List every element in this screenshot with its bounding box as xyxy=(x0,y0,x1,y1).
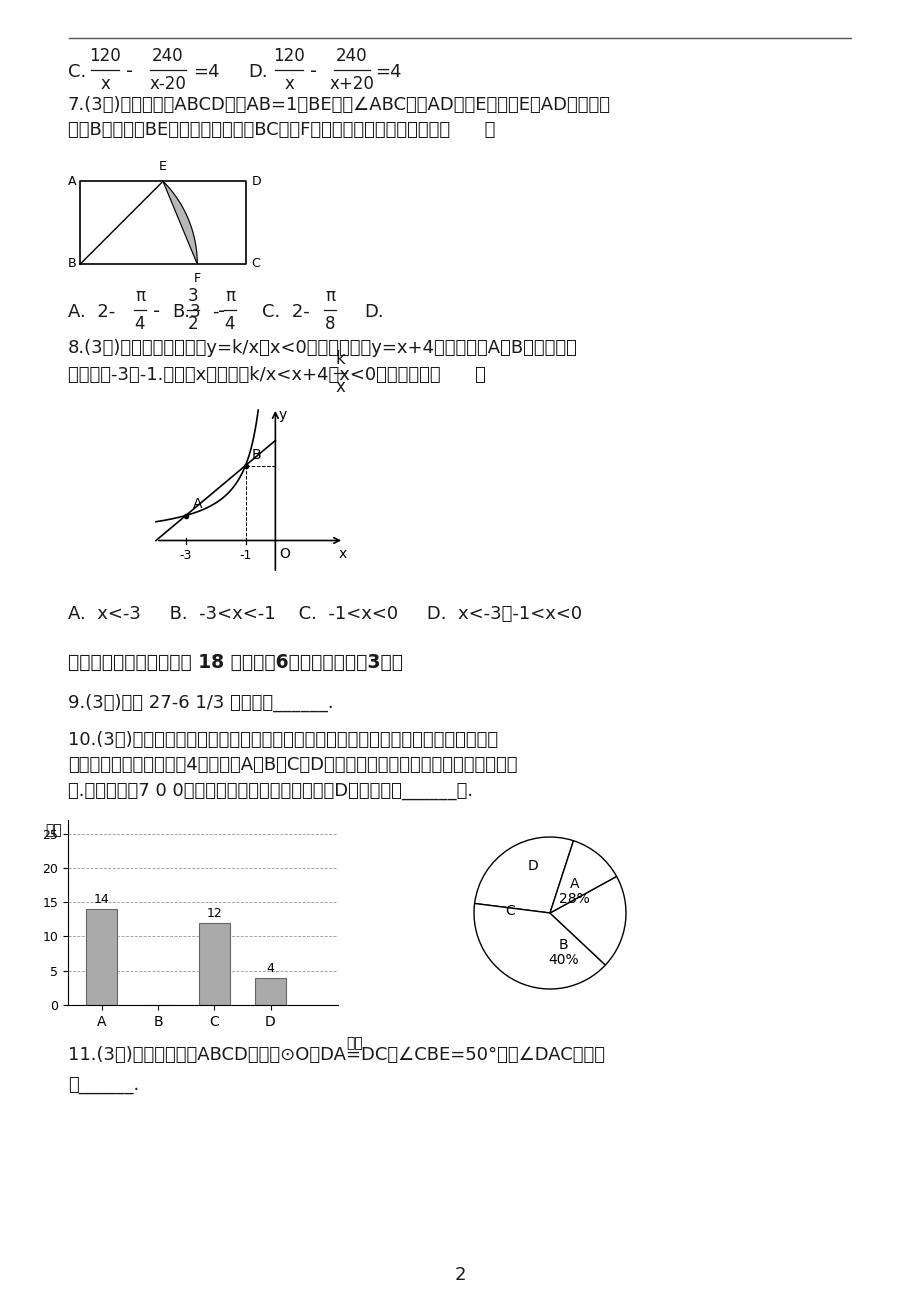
Text: 7.(3分)如图，矩形ABCD的边AB=1，BE平分∠ABC，交AD于点E，若点E是AD的中点，: 7.(3分)如图，矩形ABCD的边AB=1，BE平分∠ABC，交AD于点E，若点… xyxy=(68,96,610,115)
Text: 9.(3分)计算 27-6 1/3 的结果是______.: 9.(3分)计算 27-6 1/3 的结果是______. xyxy=(68,694,334,712)
Text: 240: 240 xyxy=(152,47,184,65)
Text: A: A xyxy=(193,496,202,510)
Bar xyxy=(199,923,230,1005)
Text: D: D xyxy=(251,174,261,187)
Text: O: O xyxy=(278,547,289,561)
Text: 图.该年级共有7 0 0人，估计该年级足球测试成绩为D等的人数为______人.: 图.该年级共有7 0 0人，估计该年级足球测试成绩为D等的人数为______人. xyxy=(68,783,472,799)
Text: -: - xyxy=(211,303,219,322)
Text: C: C xyxy=(251,258,260,271)
Text: A.  x<-3     B.  -3<x<-1    C.  -1<x<0     D.  x<-3或-1<x<0: A. x<-3 B. -3<x<-1 C. -1<x<0 D. x<-3或-1<… xyxy=(68,605,582,622)
Text: x: x xyxy=(338,547,346,561)
Text: F: F xyxy=(193,272,200,285)
Wedge shape xyxy=(550,841,616,913)
Text: -: - xyxy=(310,62,317,82)
Text: 二、填空题：（本题满分 18 分，共有6道小题，每小题3分）: 二、填空题：（本题满分 18 分，共有6道小题，每小题3分） xyxy=(68,652,403,672)
Wedge shape xyxy=(550,876,625,965)
Text: 为______.: 为______. xyxy=(68,1075,139,1094)
Text: 12: 12 xyxy=(206,907,221,921)
Bar xyxy=(86,909,117,1005)
Text: x-20: x-20 xyxy=(150,76,187,92)
Text: 8: 8 xyxy=(324,315,335,333)
Text: 等级: 等级 xyxy=(346,1036,363,1049)
Text: 4: 4 xyxy=(267,962,274,975)
Text: -1: -1 xyxy=(239,549,252,562)
Text: x+20: x+20 xyxy=(329,76,374,92)
Text: y: y xyxy=(278,408,287,422)
Polygon shape xyxy=(163,181,197,264)
Text: 28%: 28% xyxy=(559,892,589,906)
Text: π: π xyxy=(135,286,145,305)
Text: D.: D. xyxy=(248,62,267,81)
Text: x: x xyxy=(284,76,293,92)
Wedge shape xyxy=(473,904,605,990)
Text: π: π xyxy=(224,286,235,305)
Text: 10.(3分)某校为了解本校九年级学生足球训练情况，随机抗查该年级若干名学生进行测: 10.(3分)某校为了解本校九年级学生足球训练情况，随机抗查该年级若干名学生进行… xyxy=(68,730,497,749)
Text: 人数: 人数 xyxy=(46,824,62,837)
Text: B: B xyxy=(558,937,568,952)
Text: k: k xyxy=(335,350,345,368)
Text: 120: 120 xyxy=(273,47,304,65)
Text: 14: 14 xyxy=(94,893,109,906)
Text: 4: 4 xyxy=(224,315,235,333)
Text: C.  2-: C. 2- xyxy=(262,303,310,322)
Text: x: x xyxy=(335,378,345,396)
Text: 标分别为-3，-1.则关于x的不等式k/x<x+4（x<0）的解集为（      ）: 标分别为-3，-1.则关于x的不等式k/x<x+4（x<0）的解集为（ ） xyxy=(68,366,485,384)
Text: 8.(3分)如图，反比例函数y=k/x（x<0）与一次函数y=x+4的图象交于A、B两点的横坐: 8.(3分)如图，反比例函数y=k/x（x<0）与一次函数y=x+4的图象交于A… xyxy=(68,339,577,357)
Text: 3: 3 xyxy=(190,303,200,322)
Text: 11.(3分)如图，四边形ABCD内接于⊙O，DA=DC，∠CBE=50°，则∠DAC的大小: 11.(3分)如图，四边形ABCD内接于⊙O，DA=DC，∠CBE=50°，则∠… xyxy=(68,1046,605,1064)
Text: -: - xyxy=(153,302,161,322)
Text: B: B xyxy=(252,448,261,462)
Bar xyxy=(255,978,286,1005)
Text: D.: D. xyxy=(364,303,383,322)
Text: D: D xyxy=(528,859,538,872)
Text: 2: 2 xyxy=(187,315,199,333)
Text: 40%: 40% xyxy=(548,953,578,967)
Text: =4: =4 xyxy=(375,62,401,81)
Text: 120: 120 xyxy=(89,47,120,65)
Text: -: - xyxy=(126,62,133,82)
Text: -3: -3 xyxy=(179,549,192,562)
Text: A: A xyxy=(68,174,76,187)
Text: -: - xyxy=(218,302,225,322)
Text: A.  2-: A. 2- xyxy=(68,303,115,322)
Wedge shape xyxy=(474,837,573,913)
Text: C.: C. xyxy=(68,62,86,81)
Text: A: A xyxy=(569,878,578,891)
Text: B.: B. xyxy=(172,303,190,322)
Text: x: x xyxy=(100,76,109,92)
Text: 2: 2 xyxy=(454,1266,465,1284)
Text: 240: 240 xyxy=(335,47,368,65)
Text: 试，然后把测试结果分为4个等级：A、B、C、D，并将统计结果绘制成两幅不完整的统计: 试，然后把测试结果分为4个等级：A、B、C、D，并将统计结果绘制成两幅不完整的统… xyxy=(68,756,517,773)
Text: 以点B为圆心，BE长为半径画弧，交BC于点F，则图中阴影部分的面积是（      ）: 以点B为圆心，BE长为半径画弧，交BC于点F，则图中阴影部分的面积是（ ） xyxy=(68,121,494,139)
Text: π: π xyxy=(324,286,335,305)
Text: 4: 4 xyxy=(134,315,145,333)
Text: =4: =4 xyxy=(193,62,220,81)
Text: 3: 3 xyxy=(187,286,199,305)
Text: E: E xyxy=(159,160,166,173)
Text: C: C xyxy=(505,905,515,918)
Text: B: B xyxy=(68,258,76,271)
